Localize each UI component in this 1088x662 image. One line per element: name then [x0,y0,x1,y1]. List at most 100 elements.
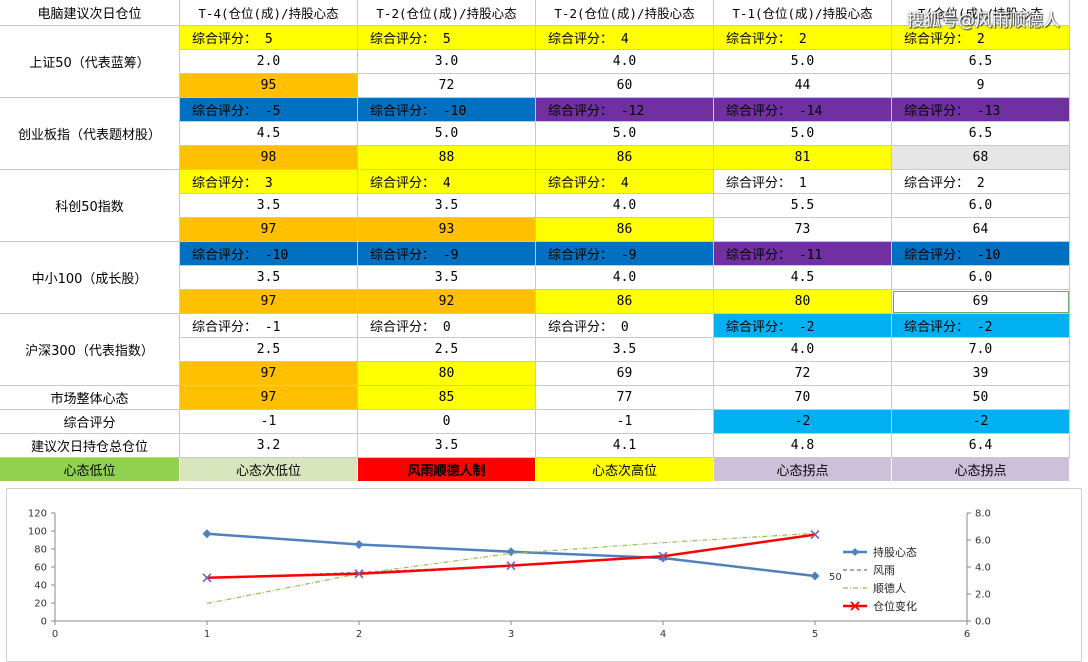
table-cell[interactable]: 97 [180,218,358,242]
table-cell[interactable]: 6.5 [892,122,1070,146]
table-cell[interactable]: 93 [358,218,536,242]
column-header[interactable]: T-2(仓位(成)/持股心态 [536,0,714,26]
column-header[interactable]: T-4(仓位(成)/持股心态 [180,0,358,26]
legend-swatch[interactable]: 心态拐点 [714,458,892,482]
table-cell[interactable]: 综合评分： -14 [714,98,892,122]
summary-cell[interactable]: 97 [180,386,358,410]
summary-cell[interactable]: 4.1 [536,434,714,458]
table-cell[interactable]: 69 [536,362,714,386]
table-cell[interactable]: 综合评分： 2 [892,170,1070,194]
column-header[interactable]: T-1(仓位(成)/持股心态 [714,0,892,26]
table-cell[interactable]: 综合评分： -10 [358,98,536,122]
table-cell[interactable]: 综合评分： 5 [358,26,536,50]
table-cell[interactable]: 68 [892,146,1070,170]
table-cell[interactable]: 综合评分： 1 [714,170,892,194]
column-header[interactable]: T(仓位(成)/持股心态 [892,0,1070,26]
table-cell[interactable]: 69 [892,290,1070,314]
table-cell[interactable]: 综合评分： -9 [536,242,714,266]
summary-cell[interactable]: 77 [536,386,714,410]
table-cell[interactable]: 综合评分： 2 [714,26,892,50]
table-cell[interactable]: 6.5 [892,50,1070,74]
summary-cell[interactable]: -2 [714,410,892,434]
table-cell[interactable]: 80 [358,362,536,386]
table-cell[interactable]: 综合评分： -2 [892,314,1070,338]
table-cell[interactable]: 64 [892,218,1070,242]
table-cell[interactable]: 3.5 [180,266,358,290]
table-cell[interactable]: 3.0 [358,50,536,74]
table-cell[interactable]: 9 [892,74,1070,98]
table-cell[interactable]: 综合评分： -11 [714,242,892,266]
table-cell[interactable]: 2.0 [180,50,358,74]
summary-label[interactable]: 建议次日持仓总仓位 [0,434,180,458]
table-cell[interactable]: 综合评分： 4 [536,26,714,50]
table-cell[interactable]: 72 [714,362,892,386]
summary-cell[interactable]: -2 [892,410,1070,434]
table-cell[interactable]: 4.5 [714,266,892,290]
table-cell[interactable]: 97 [180,362,358,386]
row-group-label[interactable]: 创业板指（代表题材股） [0,98,180,170]
table-cell[interactable]: 综合评分： 4 [536,170,714,194]
table-cell[interactable]: 综合评分： 3 [180,170,358,194]
line-chart[interactable]: 0 20 40 60 80 100 120 0.0 2.0 4.0 6.0 8.0 0 1 2 3 4 5 6 50 持… [6,488,1082,662]
table-cell[interactable]: 综合评分： -10 [892,242,1070,266]
table-cell[interactable]: 5.5 [714,194,892,218]
table-cell[interactable]: 86 [536,218,714,242]
table-cell[interactable]: 5.0 [714,50,892,74]
legend-swatch[interactable]: 心态拐点 [892,458,1070,482]
table-cell[interactable]: 95 [180,74,358,98]
summary-cell[interactable]: -1 [536,410,714,434]
table-cell[interactable]: 5.0 [714,122,892,146]
table-cell[interactable]: 3.5 [536,338,714,362]
summary-cell[interactable]: 85 [358,386,536,410]
table-cell[interactable]: 3.5 [180,194,358,218]
table-cell[interactable]: 2.5 [180,338,358,362]
row-group-label[interactable]: 科创50指数 [0,170,180,242]
table-cell[interactable]: 80 [714,290,892,314]
table-cell[interactable]: 3.5 [358,194,536,218]
table-cell[interactable]: 综合评分： -5 [180,98,358,122]
legend-swatch[interactable]: 心态低位 [0,458,180,482]
summary-cell[interactable]: 3.5 [358,434,536,458]
table-cell[interactable]: 5.0 [536,122,714,146]
table-cell[interactable]: 81 [714,146,892,170]
table-cell[interactable]: 73 [714,218,892,242]
table-cell[interactable]: 综合评分： 0 [536,314,714,338]
summary-cell[interactable]: -1 [180,410,358,434]
table-cell[interactable]: 6.0 [892,194,1070,218]
table-cell[interactable]: 7.0 [892,338,1070,362]
table-cell[interactable]: 72 [358,74,536,98]
legend-swatch[interactable]: 风雨顺德人制 [358,458,536,482]
summary-label[interactable]: 综合评分 [0,410,180,434]
table-cell[interactable]: 86 [536,146,714,170]
table-cell[interactable]: 5.0 [358,122,536,146]
table-cell[interactable]: 4.0 [536,194,714,218]
table-cell[interactable]: 86 [536,290,714,314]
column-header[interactable]: 电脑建议次日仓位 [0,0,180,26]
table-cell[interactable]: 6.0 [892,266,1070,290]
table-cell[interactable]: 综合评分： -9 [358,242,536,266]
table-cell[interactable]: 4.5 [180,122,358,146]
table-cell[interactable]: 4.0 [536,50,714,74]
table-cell[interactable]: 92 [358,290,536,314]
summary-cell[interactable]: 50 [892,386,1070,410]
table-cell[interactable]: 3.5 [358,266,536,290]
table-cell[interactable]: 60 [536,74,714,98]
table-cell[interactable]: 4.0 [714,338,892,362]
table-cell[interactable]: 综合评分： 0 [358,314,536,338]
table-cell[interactable]: 综合评分： -12 [536,98,714,122]
table-cell[interactable]: 97 [180,290,358,314]
row-group-label[interactable]: 沪深300（代表指数） [0,314,180,386]
column-header[interactable]: T-2(仓位(成)/持股心态 [358,0,536,26]
row-group-label[interactable]: 中小100（成长股） [0,242,180,314]
table-cell[interactable]: 88 [358,146,536,170]
table-cell[interactable]: 2.5 [358,338,536,362]
summary-cell[interactable]: 6.4 [892,434,1070,458]
table-cell[interactable]: 综合评分： -10 [180,242,358,266]
table-cell[interactable]: 综合评分： 4 [358,170,536,194]
table-cell[interactable]: 98 [180,146,358,170]
summary-cell[interactable]: 70 [714,386,892,410]
summary-label[interactable]: 市场整体心态 [0,386,180,410]
table-cell[interactable]: 4.0 [536,266,714,290]
legend-swatch[interactable]: 心态次高位 [536,458,714,482]
legend-swatch[interactable]: 心态次低位 [180,458,358,482]
